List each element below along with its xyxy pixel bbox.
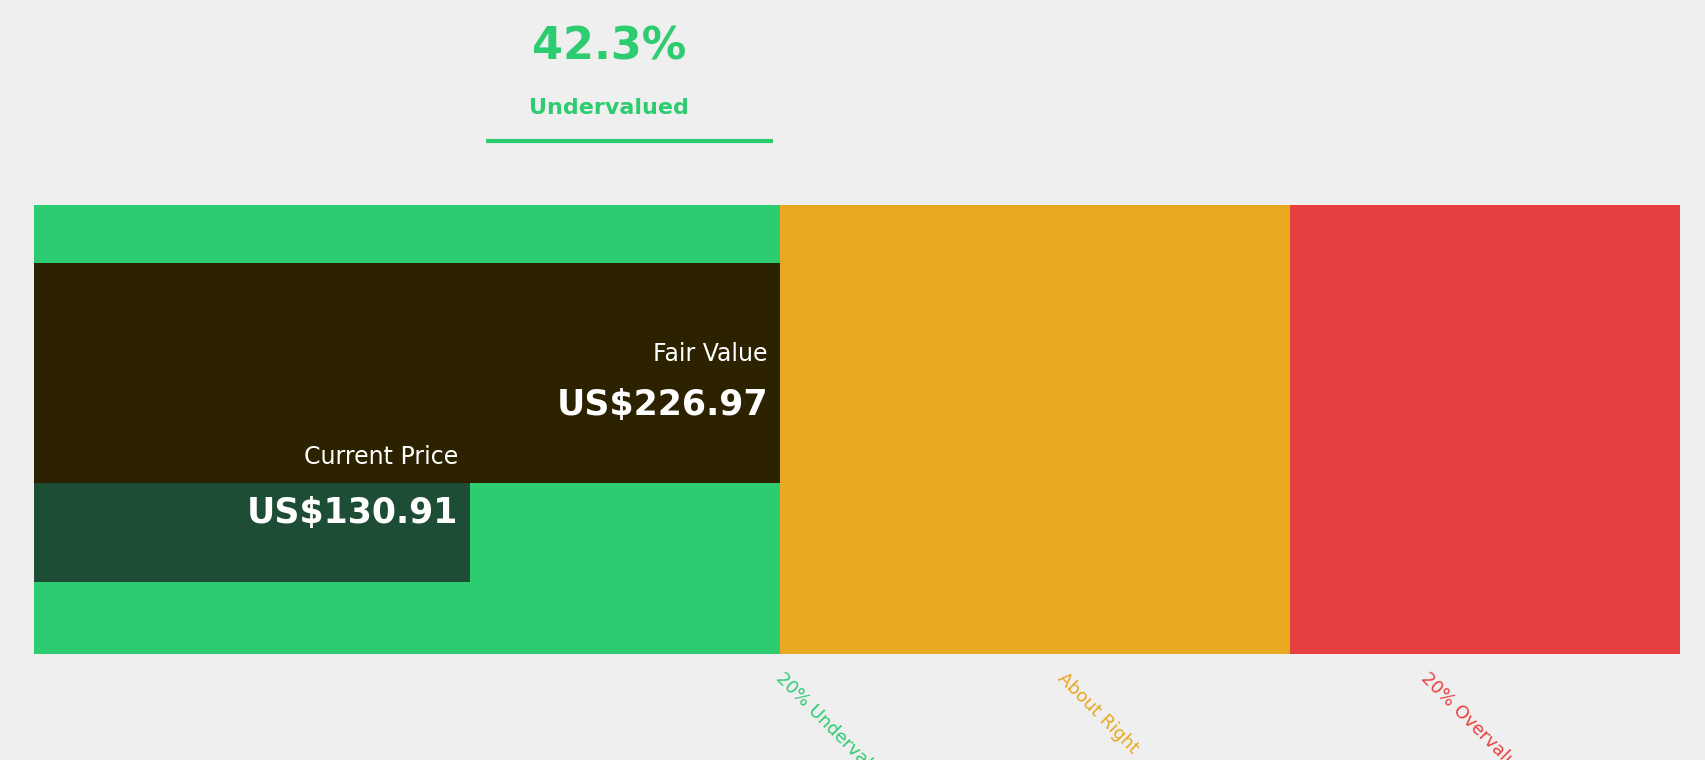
Text: About Right: About Right xyxy=(1054,669,1141,757)
Text: Fair Value: Fair Value xyxy=(653,342,767,366)
Text: US$226.97: US$226.97 xyxy=(556,388,767,423)
Text: 20% Undervalued: 20% Undervalued xyxy=(772,669,899,760)
Bar xyxy=(34,205,779,654)
Bar xyxy=(34,264,779,483)
Text: US$130.91: US$130.91 xyxy=(247,496,459,530)
Bar xyxy=(34,375,471,582)
Text: 20% Overvalued: 20% Overvalued xyxy=(1417,669,1535,760)
Bar xyxy=(1289,205,1679,654)
Bar xyxy=(779,205,1289,654)
Text: 42.3%: 42.3% xyxy=(532,25,685,68)
Text: Current Price: Current Price xyxy=(303,445,459,470)
Text: Undervalued: Undervalued xyxy=(529,98,689,118)
